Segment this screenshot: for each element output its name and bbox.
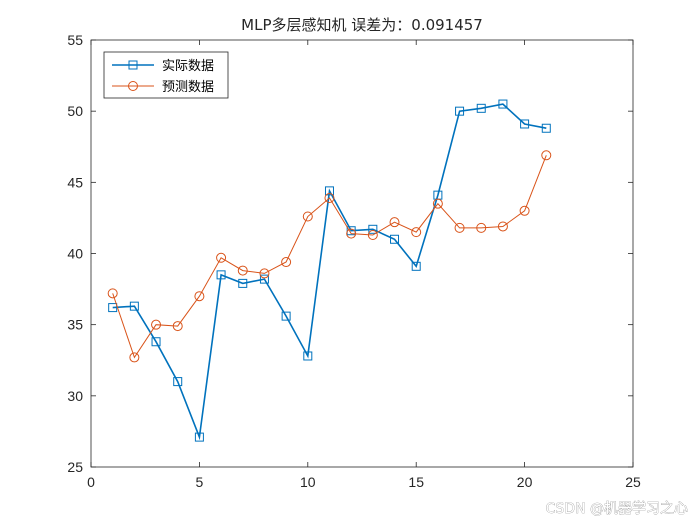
- y-tick-label: 55: [67, 32, 83, 48]
- x-tick-label: 5: [196, 474, 204, 490]
- y-tick-label: 50: [67, 103, 83, 119]
- data-point-circle: [346, 228, 357, 239]
- data-point-square: [368, 224, 378, 234]
- data-point-circle: [454, 222, 465, 233]
- data-point-circle: [519, 205, 530, 216]
- data-point-circle: [237, 265, 248, 276]
- data-point-square: [476, 103, 486, 113]
- x-tick-label: 10: [300, 474, 316, 490]
- data-point-square: [520, 119, 530, 129]
- data-point-square: [259, 274, 269, 284]
- data-point-square: [129, 301, 139, 311]
- data-point-circle: [367, 229, 378, 240]
- series-line: [112, 103, 547, 441]
- data-point-circle: [324, 192, 335, 203]
- data-point-square: [173, 377, 183, 387]
- data-point-circle: [302, 211, 313, 222]
- data-point-circle: [497, 221, 508, 232]
- series-2: [107, 150, 552, 363]
- data-point-circle: [432, 198, 443, 209]
- data-point-circle: [541, 150, 552, 161]
- x-tick-label: 20: [517, 474, 533, 490]
- legend-label: 实际数据: [162, 59, 214, 74]
- plot-area-frame: [90, 39, 634, 468]
- data-point-circle: [476, 222, 487, 233]
- series-1: [108, 99, 551, 442]
- legend-marker-circle: [128, 81, 138, 91]
- data-point-square: [303, 351, 313, 361]
- data-point-square: [541, 123, 551, 133]
- data-point-square: [455, 106, 465, 116]
- data-point-circle: [389, 217, 400, 228]
- data-point-square: [498, 99, 508, 109]
- data-point-circle: [281, 257, 292, 268]
- x-tick-label: 25: [625, 474, 641, 490]
- x-tick-label: 0: [87, 474, 95, 490]
- y-tick-label: 45: [67, 174, 83, 190]
- data-point-square: [108, 303, 118, 313]
- data-point-circle: [216, 252, 227, 263]
- data-point-square: [411, 261, 421, 271]
- legend-box: [103, 51, 229, 99]
- data-point-square: [281, 311, 291, 321]
- legend-item: 预测数据: [112, 80, 214, 95]
- legend-marker-square: [128, 60, 138, 70]
- data-point-circle: [129, 352, 140, 363]
- legend-item: 实际数据: [112, 59, 214, 74]
- series-line: [112, 155, 547, 359]
- data-point-square: [390, 234, 400, 244]
- chart-title: MLP多层感知机 误差为：0.091457: [241, 16, 483, 34]
- y-tick-label: 40: [67, 246, 83, 262]
- watermark: CSDN @机器学习之心: [546, 501, 688, 517]
- y-tick-label: 35: [67, 317, 83, 333]
- y-tick-label: 30: [67, 388, 83, 404]
- data-point-circle: [259, 268, 270, 279]
- data-point-square: [238, 278, 248, 288]
- x-tick-label: 15: [408, 474, 424, 490]
- axes: 0 5 10 15 20 25 25 30 35 40 45 50 55: [67, 32, 641, 490]
- data-point-circle: [172, 321, 183, 332]
- data-point-circle: [151, 319, 162, 330]
- series-layer: [107, 99, 552, 442]
- data-point-circle: [411, 227, 422, 238]
- data-point-square: [216, 270, 226, 280]
- data-point-square: [194, 432, 204, 442]
- data-point-square: [324, 186, 334, 196]
- legend-label: 预测数据: [162, 80, 214, 95]
- data-point-circle: [107, 288, 118, 299]
- data-point-square: [151, 337, 161, 347]
- y-tick-label: 25: [67, 459, 83, 475]
- data-point-circle: [194, 291, 205, 302]
